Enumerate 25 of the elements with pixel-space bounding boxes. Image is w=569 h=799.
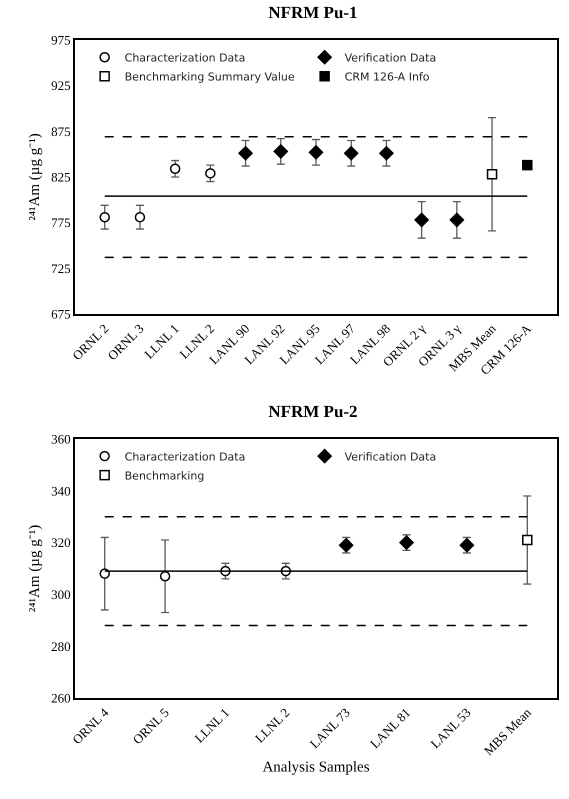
y-tick-label: 260	[51, 690, 71, 706]
y-tick-label: 360	[51, 432, 71, 447]
y-tick-label: 775	[51, 215, 71, 230]
y-tick-label: 300	[51, 586, 71, 602]
y-tick-label: 320	[51, 535, 71, 550]
x-axis-title: Analysis Samples	[262, 760, 370, 776]
y-axis-title: ²⁴¹Am (µg g⁻¹)	[26, 524, 43, 612]
legend-label: Benchmarking	[124, 469, 204, 482]
y-tick-label: 975	[51, 32, 71, 48]
y-tick-label: 875	[51, 124, 71, 139]
chart-title: NFRM Pu-2	[268, 402, 358, 421]
legend-label: Characterization Data	[124, 450, 246, 464]
y-tick-label: 725	[51, 260, 71, 276]
y-axis-title: ²⁴¹Am (µg g⁻¹)	[26, 133, 43, 221]
legend-label: Verification Data	[344, 450, 436, 464]
legend-label: Verification Data	[344, 52, 436, 65]
y-tick-label: 280	[51, 638, 71, 654]
y-tick-label: 925	[51, 78, 71, 94]
y-tick-label: 675	[51, 306, 71, 322]
y-tick-label: 340	[51, 483, 71, 498]
chart-title: NFRM Pu-1	[268, 2, 358, 22]
legend-label: Characterization Data	[124, 52, 246, 65]
y-tick-label: 825	[51, 170, 71, 185]
legend-label: Benchmarking Summary Value	[124, 70, 295, 84]
legend-label: CRM 126-A Info	[344, 70, 430, 84]
